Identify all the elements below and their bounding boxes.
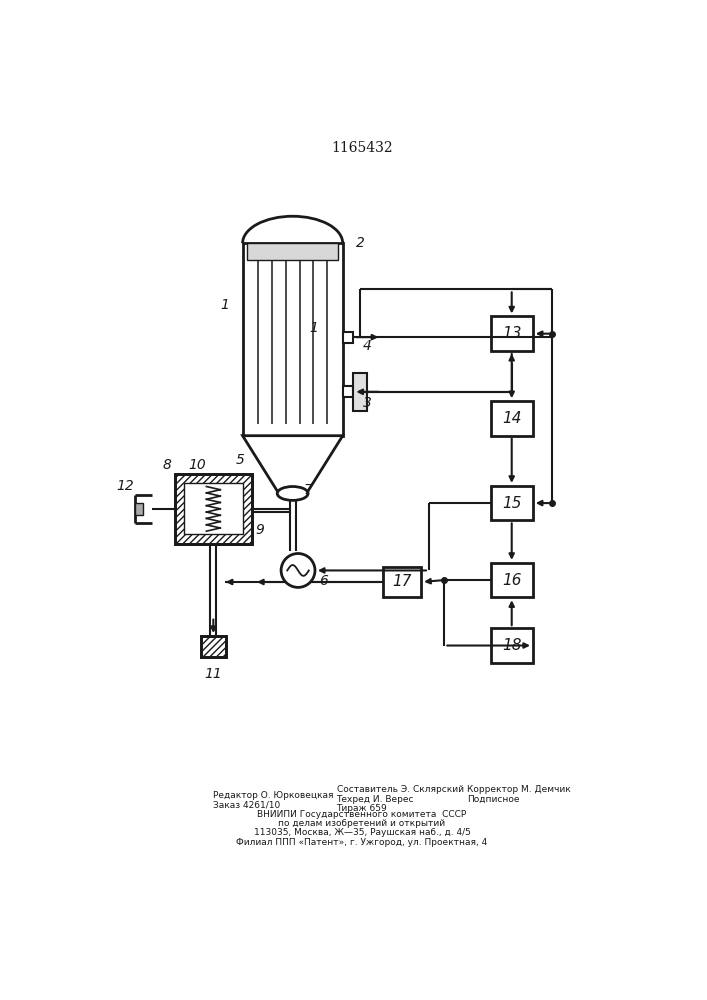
Text: Техред И. Верес: Техред И. Верес	[337, 795, 414, 804]
Bar	[175, 474, 252, 544]
Text: 10: 10	[188, 458, 206, 472]
Bar	[491, 628, 533, 663]
Text: 11: 11	[204, 667, 222, 681]
Text: 3: 3	[363, 396, 372, 410]
Text: 14: 14	[502, 411, 522, 426]
Text: 9: 9	[256, 523, 264, 537]
Bar	[491, 563, 533, 597]
Text: ВНИИПИ Государственного комитета  СССР: ВНИИПИ Государственного комитета СССР	[257, 810, 467, 819]
Text: 6: 6	[320, 574, 329, 588]
Text: 12: 12	[116, 479, 134, 493]
Bar	[353, 373, 366, 411]
Polygon shape	[243, 436, 343, 493]
Bar	[201, 636, 226, 657]
Text: Подписное: Подписное	[467, 795, 520, 804]
Text: 16: 16	[502, 573, 522, 588]
Bar	[175, 474, 252, 544]
Text: 2: 2	[356, 236, 365, 250]
Bar	[491, 401, 533, 436]
Text: Составитель Э. Склярский: Составитель Э. Склярский	[337, 785, 464, 794]
Text: 1165432: 1165432	[331, 141, 393, 155]
Bar	[343, 332, 354, 343]
Bar	[491, 316, 533, 351]
Bar	[247, 243, 338, 260]
Bar	[201, 636, 226, 657]
Text: Филиал ППП «Патент», г. Ужгород, ул. Проектная, 4: Филиал ППП «Патент», г. Ужгород, ул. Про…	[236, 838, 488, 847]
Bar	[135, 503, 143, 515]
Bar	[491, 486, 533, 520]
Text: 4: 4	[363, 339, 372, 353]
Bar	[343, 386, 354, 397]
Text: 1: 1	[309, 321, 318, 335]
Text: 18: 18	[502, 638, 522, 653]
Bar	[382, 567, 421, 597]
Text: 5: 5	[236, 453, 245, 467]
Ellipse shape	[277, 487, 308, 500]
Text: по делам изобретений и открытий: по делам изобретений и открытий	[279, 819, 445, 828]
Text: Тираж 659: Тираж 659	[337, 804, 387, 813]
Text: 1: 1	[221, 298, 229, 312]
Text: Редактор О. Юрковецкая: Редактор О. Юрковецкая	[214, 791, 334, 800]
Text: 15: 15	[502, 496, 522, 511]
Bar	[243, 243, 343, 436]
Text: 13: 13	[502, 326, 522, 341]
Text: 17: 17	[392, 574, 411, 589]
Text: 113035, Москва, Ж—35, Раушская наб., д. 4/5: 113035, Москва, Ж—35, Раушская наб., д. …	[254, 828, 470, 837]
Bar	[184, 483, 243, 534]
Text: Корректор М. Демчик: Корректор М. Демчик	[467, 785, 571, 794]
Text: 7: 7	[303, 483, 312, 497]
Circle shape	[281, 554, 315, 587]
Text: 8: 8	[162, 458, 171, 472]
Text: Заказ 4261/10: Заказ 4261/10	[214, 801, 281, 810]
